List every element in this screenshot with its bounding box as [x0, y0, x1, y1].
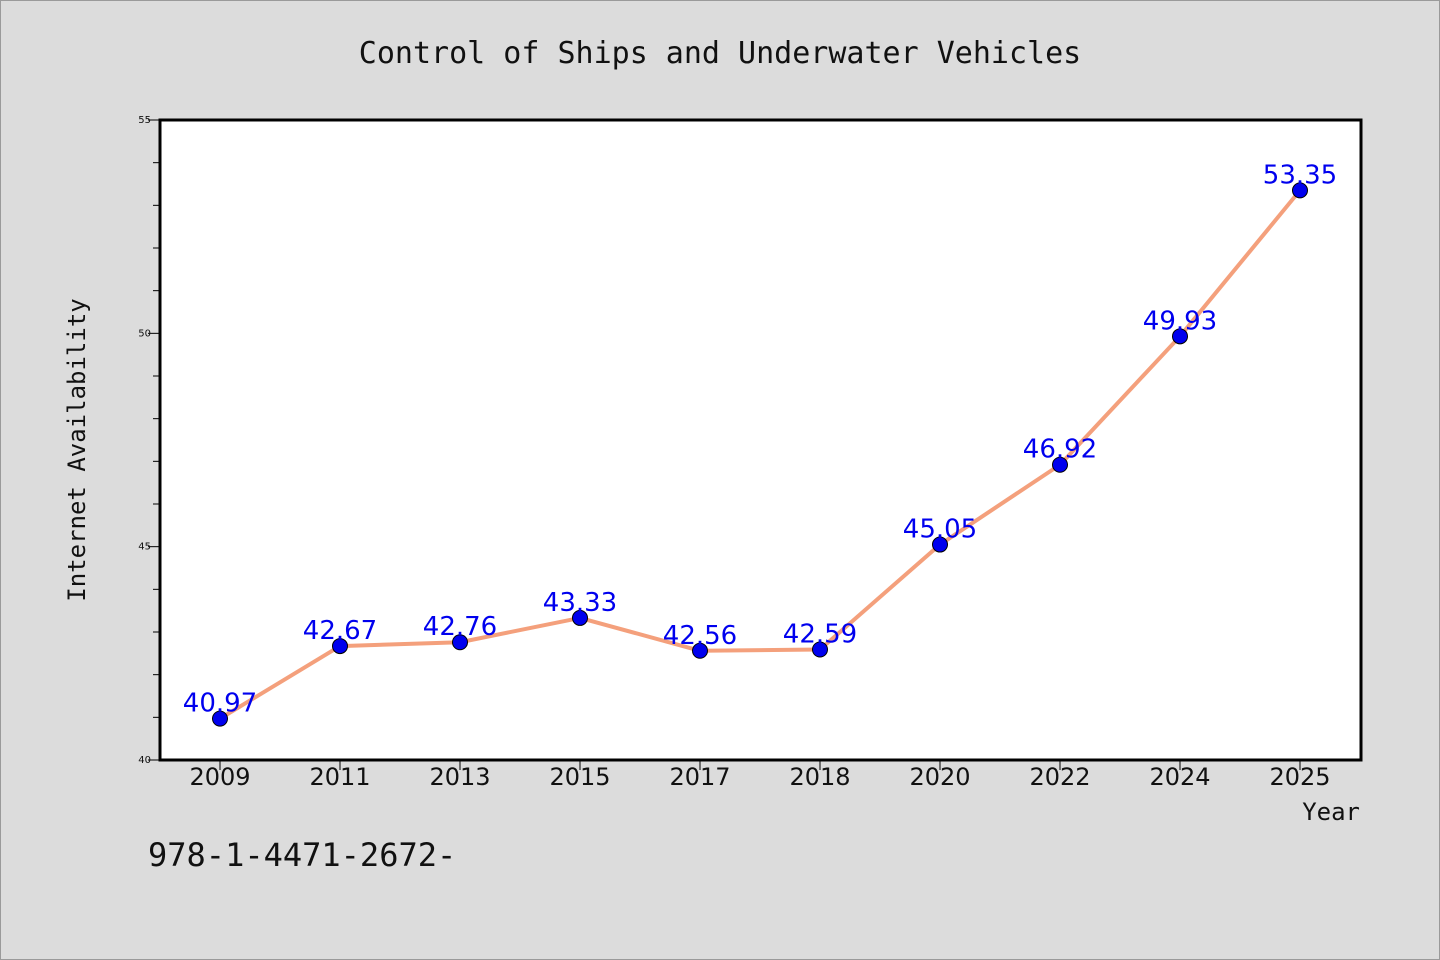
data-point[interactable]: [1052, 456, 1068, 473]
x-tick-label: 2018: [789, 763, 850, 791]
x-axis-ticks: 2009 2011 2013 2015 2017 2018 2020 2022 2024 2025: [189, 760, 1331, 791]
data-point[interactable]: [572, 609, 588, 626]
data-point[interactable]: [812, 641, 828, 658]
data-label: 53.35: [1263, 160, 1337, 190]
y-tick-label: 40: [138, 755, 151, 766]
data-point[interactable]: [1292, 182, 1308, 199]
data-point[interactable]: [932, 536, 948, 553]
x-axis-label: Year: [1302, 798, 1360, 826]
data-point[interactable]: [212, 710, 228, 727]
data-label: 40.97: [183, 689, 257, 719]
data-labels: 40.97 42.67 42.76 43.33 42.56 42.59 45.05 46.92…: [183, 160, 1337, 718]
y-axis-label: Internet Availability: [63, 298, 91, 601]
data-point[interactable]: [452, 634, 468, 651]
y-tick-label: 45: [138, 542, 151, 553]
series-lines: [218, 188, 1302, 721]
data-label: 42.67: [303, 616, 377, 646]
data-point[interactable]: [332, 638, 348, 655]
chart-title: Control of Ships and Underwater Vehicles: [359, 36, 1081, 71]
data-label: 49.93: [1143, 306, 1217, 336]
data-label: 42.56: [663, 621, 737, 651]
data-point[interactable]: [692, 642, 708, 659]
series-line: [218, 188, 1302, 721]
data-label: 42.59: [783, 619, 857, 649]
data-label: 45.05: [903, 515, 977, 545]
y-axis-ticks: 40 45 50 55: [138, 115, 160, 766]
x-tick-label: 2024: [1149, 763, 1210, 791]
y-tick-label: 55: [138, 115, 151, 126]
x-tick-label: 2013: [429, 763, 490, 791]
data-label: 43.33: [543, 588, 617, 618]
isbn-annotation: 978-1-4471-2672-: [148, 836, 456, 874]
plot-area: [158, 118, 1363, 762]
x-tick-label: 2009: [189, 763, 250, 791]
x-tick-label: 2017: [669, 763, 730, 791]
data-label: 46.92: [1023, 435, 1097, 465]
x-tick-label: 2020: [909, 763, 970, 791]
x-tick-label: 2011: [309, 763, 370, 791]
x-tick-label: 2025: [1269, 763, 1330, 791]
x-tick-label: 2015: [549, 763, 610, 791]
y-tick-label: 50: [138, 328, 151, 339]
data-label: 42.76: [423, 612, 497, 642]
data-point[interactable]: [1172, 328, 1188, 345]
series-points: [212, 182, 1308, 727]
x-tick-label: 2022: [1029, 763, 1090, 791]
